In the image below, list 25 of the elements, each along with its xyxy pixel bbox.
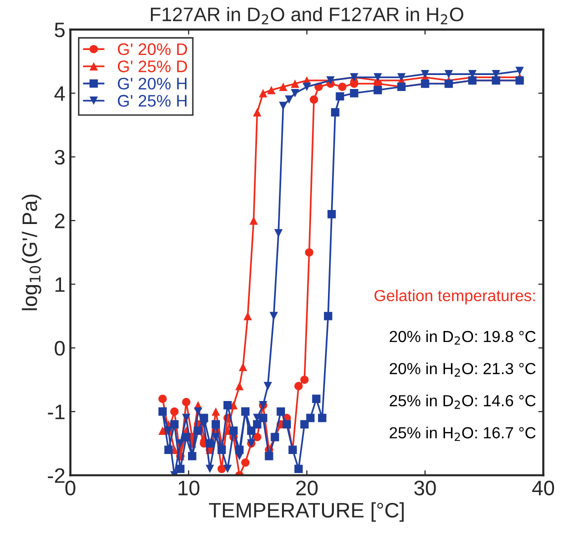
x-tick-label: 30: [414, 480, 436, 496]
y-tick-label: -1: [48, 404, 64, 420]
x-axis-title: TEMPERATURE [°C]: [208, 502, 404, 522]
chart-title: F127AR in D$_{2}$O and F127AR in H$_{2}$O: [150, 7, 464, 24]
legend-label: G' 25% H: [118, 94, 186, 107]
legend-label: G' 20% D: [118, 43, 188, 56]
annotation: 20% in D$_{2}$O: 19.8 °C: [390, 330, 536, 345]
y-axis-title: log$_{10}$(G'/ Pa): [22, 194, 42, 310]
legend-label: G' 20% H: [118, 78, 186, 90]
y-tick-label: 5: [54, 22, 65, 38]
annotation: 25% in H$_{2}$O: 16.7 °C: [390, 426, 536, 441]
x-tick-label: 10: [178, 480, 200, 496]
annotation: Gelation temperatures:: [374, 290, 535, 304]
y-tick-label: 3: [54, 150, 65, 165]
y-tick-label: 1: [56, 277, 64, 292]
x-tick-label: 0: [65, 480, 76, 496]
x-tick-label: 40: [532, 480, 554, 496]
x-tick-label: 20: [296, 480, 318, 496]
y-tick-label: -2: [48, 468, 64, 483]
legend-label: G' 25% D: [118, 60, 188, 72]
annotation: 20% in H$_{2}$O: 21.3 °C: [390, 362, 536, 377]
y-tick-label: 4: [54, 86, 65, 101]
annotation: 25% in D$_{2}$O: 14.6 °C: [390, 394, 536, 409]
y-tick-label: 0: [54, 340, 65, 356]
y-tick-label: 2: [54, 214, 64, 228]
